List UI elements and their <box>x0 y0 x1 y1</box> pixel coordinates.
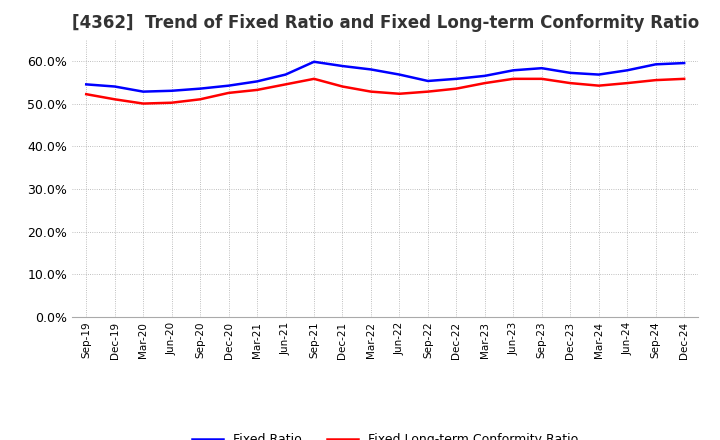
Fixed Ratio <box>680 60 688 66</box>
Fixed Ratio <box>196 86 204 91</box>
Fixed Ratio <box>537 66 546 71</box>
Line: Fixed Ratio: Fixed Ratio <box>86 62 684 92</box>
Fixed Ratio <box>282 72 290 77</box>
Fixed Long-term Conformity Ratio <box>595 83 603 88</box>
Fixed Ratio <box>225 83 233 88</box>
Fixed Long-term Conformity Ratio <box>196 97 204 102</box>
Fixed Ratio <box>595 72 603 77</box>
Fixed Ratio <box>310 59 318 64</box>
Fixed Long-term Conformity Ratio <box>225 90 233 95</box>
Fixed Long-term Conformity Ratio <box>452 86 461 91</box>
Fixed Ratio <box>452 76 461 81</box>
Fixed Ratio <box>82 82 91 87</box>
Fixed Ratio <box>566 70 575 76</box>
Fixed Long-term Conformity Ratio <box>680 76 688 81</box>
Fixed Ratio <box>480 73 489 78</box>
Fixed Long-term Conformity Ratio <box>623 81 631 86</box>
Fixed Long-term Conformity Ratio <box>652 77 660 83</box>
Fixed Ratio <box>338 63 347 69</box>
Legend: Fixed Ratio, Fixed Long-term Conformity Ratio: Fixed Ratio, Fixed Long-term Conformity … <box>187 429 583 440</box>
Fixed Long-term Conformity Ratio <box>338 84 347 89</box>
Title: [4362]  Trend of Fixed Ratio and Fixed Long-term Conformity Ratio: [4362] Trend of Fixed Ratio and Fixed Lo… <box>71 15 699 33</box>
Fixed Long-term Conformity Ratio <box>480 81 489 86</box>
Fixed Long-term Conformity Ratio <box>82 92 91 97</box>
Fixed Long-term Conformity Ratio <box>537 76 546 81</box>
Fixed Ratio <box>139 89 148 94</box>
Fixed Ratio <box>366 67 375 72</box>
Fixed Long-term Conformity Ratio <box>395 91 404 96</box>
Fixed Ratio <box>652 62 660 67</box>
Fixed Ratio <box>167 88 176 93</box>
Fixed Long-term Conformity Ratio <box>509 76 518 81</box>
Fixed Long-term Conformity Ratio <box>139 101 148 106</box>
Fixed Long-term Conformity Ratio <box>110 97 119 102</box>
Fixed Ratio <box>623 68 631 73</box>
Fixed Long-term Conformity Ratio <box>366 89 375 94</box>
Line: Fixed Long-term Conformity Ratio: Fixed Long-term Conformity Ratio <box>86 79 684 103</box>
Fixed Ratio <box>110 84 119 89</box>
Fixed Long-term Conformity Ratio <box>310 76 318 81</box>
Fixed Long-term Conformity Ratio <box>167 100 176 105</box>
Fixed Long-term Conformity Ratio <box>423 89 432 94</box>
Fixed Ratio <box>253 79 261 84</box>
Fixed Ratio <box>423 78 432 84</box>
Fixed Long-term Conformity Ratio <box>253 87 261 92</box>
Fixed Long-term Conformity Ratio <box>282 82 290 87</box>
Fixed Long-term Conformity Ratio <box>566 81 575 86</box>
Fixed Ratio <box>509 68 518 73</box>
Fixed Ratio <box>395 72 404 77</box>
